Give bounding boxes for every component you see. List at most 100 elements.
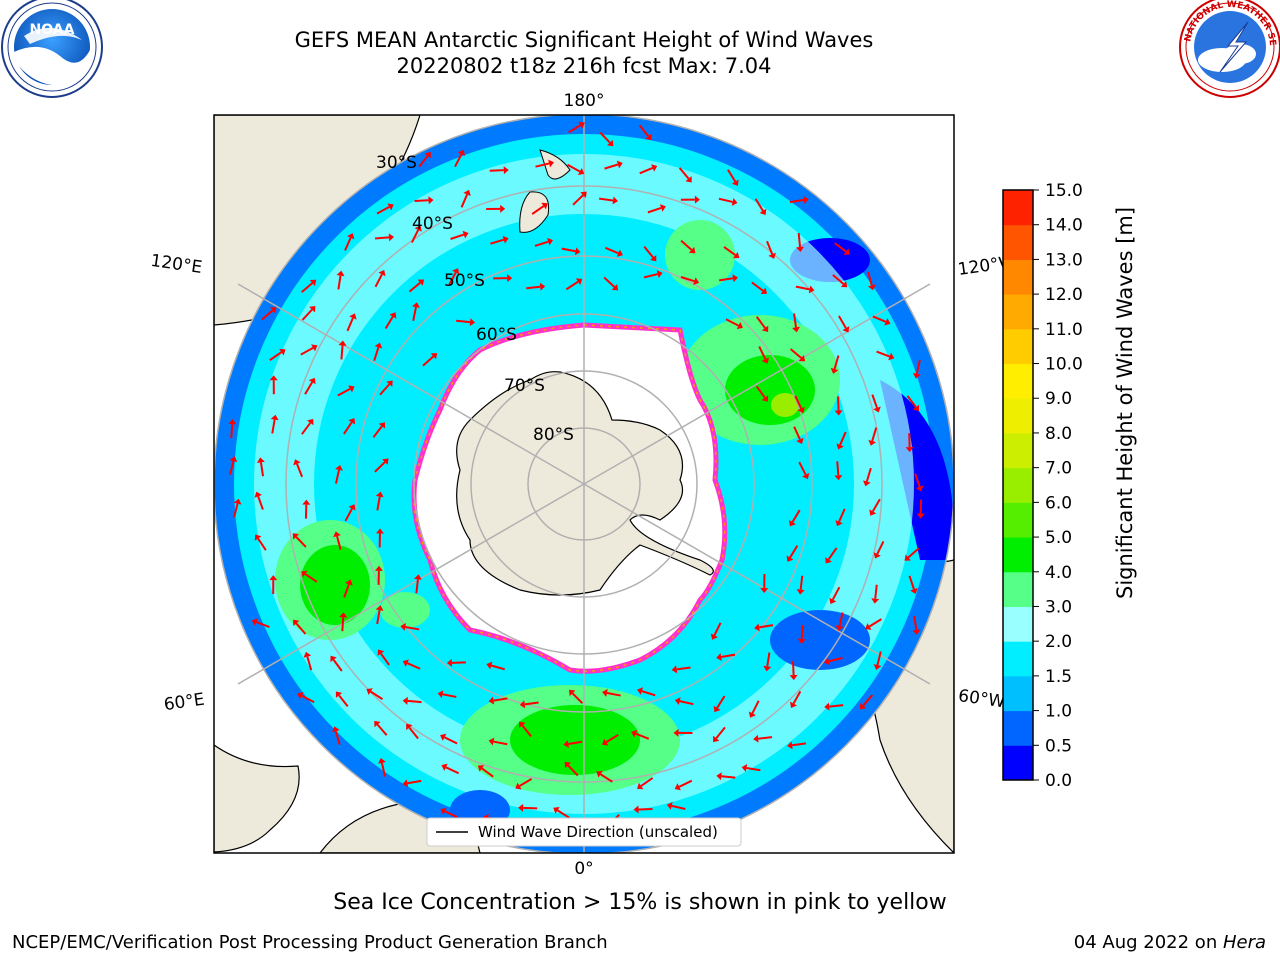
lat-label-40s: 40°S <box>412 214 453 234</box>
graticule <box>214 115 954 853</box>
wave-direction-arrowhead <box>293 459 301 466</box>
colorbar-label: Significant Height of Wind Waves [m] <box>1111 207 1139 599</box>
wave-direction-arrowhead <box>802 472 810 480</box>
wave-direction-arrowhead <box>616 249 623 257</box>
wave-direction-arrowhead <box>768 252 776 259</box>
footer-branch: NCEP/EMC/Verification Post Processing Pr… <box>12 932 608 953</box>
wave-direction-arrowhead <box>382 458 389 465</box>
wave-direction-arrow <box>876 541 885 555</box>
wave-direction-arrowhead <box>650 254 657 262</box>
wave-direction-arrowhead <box>612 196 619 205</box>
wave-direction-arrowhead <box>871 598 880 604</box>
wave-direction-arrowhead <box>349 313 357 320</box>
wave-direction-arrowhead <box>400 623 406 631</box>
wave-direction-arrowhead <box>457 149 465 157</box>
wave-direction-arrow <box>789 348 802 359</box>
wave-direction-arrow <box>837 396 840 411</box>
wave-direction-arrowhead <box>446 658 453 667</box>
wave-direction-arrow <box>599 197 614 202</box>
map-frame <box>213 114 955 854</box>
wave-direction-arrow <box>751 700 760 714</box>
wave-direction-arrow <box>606 691 621 697</box>
wave-direction-arrowhead <box>430 353 438 360</box>
wave-direction-arrowhead <box>824 702 830 711</box>
wave-direction-arrow <box>721 653 736 659</box>
wave-direction-arrowhead <box>333 531 341 538</box>
lon-label-180: 180° <box>564 91 605 111</box>
wave-direction-arrow <box>296 463 304 478</box>
wave-direction-arrow <box>838 508 846 523</box>
wave-direction-arrow <box>531 205 545 215</box>
wave-direction-arrow <box>600 773 613 783</box>
wave-direction-arrow <box>604 163 619 170</box>
wave-direction-arrowhead <box>375 528 384 534</box>
lat-label-50s: 50°S <box>444 271 485 291</box>
wave-direction-arrowhead <box>402 779 409 788</box>
wave-direction-arrow <box>407 779 422 785</box>
wave-direction-arrow <box>376 610 381 625</box>
wave-direction-arrow <box>671 804 686 810</box>
wave-direction-arrowhead <box>748 711 756 718</box>
wave-direction-arrow <box>445 766 460 775</box>
wave-direction-arrowhead <box>515 782 522 790</box>
wave-direction-arrowhead <box>915 485 924 492</box>
wave-direction-arrow <box>411 229 420 243</box>
wave-direction-arrow <box>534 240 549 247</box>
wave-direction-arrowhead <box>736 322 743 330</box>
wave-direction-arrow <box>718 197 733 203</box>
colorbar-tick-label: 1.5 <box>1045 667 1072 687</box>
wave-direction-arrowhead <box>254 491 262 498</box>
wave-direction-arrowhead <box>796 589 805 595</box>
wave-direction-arrow <box>876 651 882 666</box>
wave-direction-arrow <box>831 586 841 601</box>
wave-direction-arrowhead <box>761 325 769 333</box>
wave-direction-arrowhead <box>761 395 769 402</box>
wave-direction-arrowhead <box>309 305 316 313</box>
wave-direction-arrow <box>526 285 541 290</box>
wave-direction-arrowhead <box>374 565 383 571</box>
wave-direction-arrowhead <box>741 764 748 772</box>
caption: Sea Ice Concentration > 15% is shown in … <box>333 890 947 915</box>
wave-direction-arrowhead <box>309 279 317 287</box>
wave-direction-arrow <box>789 198 804 204</box>
wave-direction-arrow <box>341 617 345 632</box>
wave-direction-arrow <box>379 383 391 396</box>
lon-label-60e: 60°E <box>163 690 206 715</box>
wave-direction-arrowhead <box>710 633 718 640</box>
colorbar-tick-label: 0.0 <box>1045 771 1072 791</box>
wave-direction-arrow <box>676 666 691 671</box>
wave-direction-arrow <box>766 652 771 667</box>
colorbar-tick-label: 15.0 <box>1045 181 1083 201</box>
wave-direction-arrowhead <box>645 133 652 141</box>
wave-direction-arrow <box>380 762 386 777</box>
wave-direction-arrow <box>567 163 581 173</box>
wave-direction-arrow <box>229 460 235 475</box>
wave-direction-arrowhead <box>440 807 447 815</box>
wave-direction-arrow <box>828 656 843 663</box>
wave-direction-arrow <box>719 277 734 282</box>
wave-direction-arrowhead <box>297 692 304 700</box>
wave-direction-arrow <box>795 285 810 291</box>
wave-direction-arrow <box>493 740 508 746</box>
wave-direction-arrow <box>490 238 505 245</box>
colorbar-bin <box>1003 641 1033 677</box>
wave-direction-arrowhead <box>835 520 843 527</box>
wave-direction-arrow <box>451 661 466 664</box>
wave-direction-arrow <box>727 169 737 183</box>
wave-direction-arrow <box>422 355 435 367</box>
wave-direction-arrowhead <box>378 269 386 277</box>
wave-direction-arrowhead <box>685 176 692 183</box>
wave-direction-arrowhead <box>910 587 918 595</box>
wave-direction-arrow <box>836 461 840 476</box>
wave-direction-arrow <box>865 467 872 482</box>
wave-direction-arrowhead <box>863 480 871 487</box>
wave-direction-arrowhead <box>307 418 314 426</box>
wave-direction-arrow <box>565 280 579 291</box>
wave-direction-arrowhead <box>808 285 815 294</box>
wave-direction-arrow <box>678 167 690 180</box>
wave-direction-arrow <box>456 319 471 324</box>
wave-direction-arrowhead <box>301 570 308 578</box>
wave-direction-arrow <box>271 419 276 434</box>
wave-direction-arrowhead <box>596 770 603 778</box>
wave-direction-arrowhead <box>303 651 312 658</box>
